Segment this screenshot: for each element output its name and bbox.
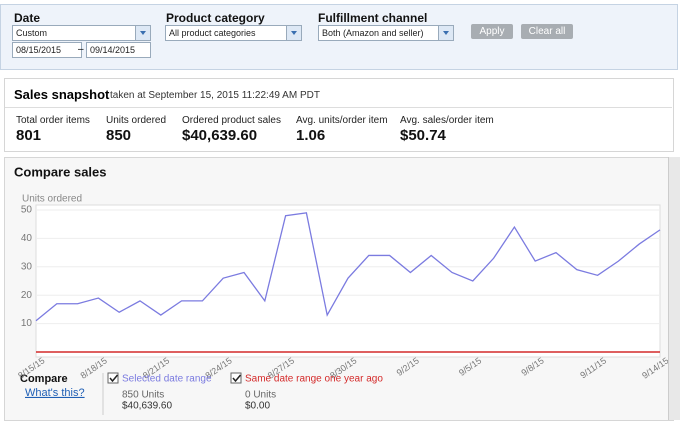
help-link[interactable]: What's this?: [25, 387, 85, 399]
x-tick-label: 9/11/15: [578, 355, 608, 380]
legend-title: Compare: [20, 373, 68, 385]
dropdown-arrow: [135, 26, 150, 40]
plot-area: [35, 204, 661, 358]
metric-label: Total order items: [16, 115, 90, 126]
legend-sales: $40,639.60: [122, 401, 172, 412]
x-tick-label: 9/14/15: [640, 355, 668, 380]
checkbox[interactable]: [230, 372, 242, 384]
x-tick-label: 9/5/15: [457, 355, 483, 378]
date-preset: Custom: [16, 28, 48, 38]
metric-value: 850: [106, 127, 132, 144]
legend-units: 0 Units: [245, 390, 276, 401]
product-category-value: All product categories: [169, 28, 256, 38]
y-tick-label: 10: [21, 318, 33, 329]
fulfillment-label: Fulfillment channel: [318, 11, 428, 25]
legend-units: 850 Units: [122, 390, 164, 401]
clear-button[interactable]: Clear all: [521, 24, 573, 39]
checkbox[interactable]: [107, 372, 119, 384]
legend-label: Selected date range: [122, 374, 212, 385]
fulfillment-value: Both (Amazon and seller): [322, 28, 424, 38]
fulfillment-select[interactable]: Both (Amazon and seller): [318, 25, 454, 41]
metric-label: Avg. sales/order item: [400, 115, 494, 126]
dropdown-arrow: [286, 26, 301, 40]
product-category-select[interactable]: All product categories: [165, 25, 302, 41]
scrollbar: [668, 157, 680, 420]
x-tick-label: 8/18/15: [79, 355, 109, 380]
legend-label: Same date range one year ago: [245, 374, 383, 385]
date-to-input[interactable]: 09/14/2015: [86, 42, 151, 58]
date-separator: –: [78, 44, 84, 55]
y-tick-label: 40: [21, 233, 33, 244]
apply-button[interactable]: Apply: [471, 24, 513, 39]
date-from-input[interactable]: 08/15/2015: [12, 42, 82, 58]
metric-value: 801: [16, 127, 42, 144]
metric-label: Units ordered: [106, 115, 167, 126]
y-tick-label: 30: [21, 261, 33, 272]
metric-label: Ordered product sales: [182, 115, 281, 126]
y-axis-label: Units ordered: [22, 194, 82, 205]
x-tick-label: 9/2/15: [395, 355, 421, 378]
chart: Compare sales Units ordered Compare What…: [14, 164, 668, 415]
date-label: Date: [14, 11, 41, 25]
divider: [5, 107, 672, 108]
dropdown-arrow: [438, 26, 453, 40]
y-tick-label: 20: [21, 290, 33, 301]
y-tick-label: 50: [21, 205, 33, 216]
snapshot-timestamp: taken at September 15, 2015 11:22:49 AM …: [110, 90, 320, 101]
metric-label: Avg. units/order item: [296, 115, 388, 126]
metric-value: $50.74: [400, 127, 446, 144]
metric-value: $40,639.60: [182, 127, 258, 144]
x-tick-label: 9/8/15: [519, 355, 545, 378]
snapshot-panel: [4, 78, 674, 152]
snapshot-title: Sales snapshot: [14, 87, 110, 102]
product-category-label: Product category: [166, 11, 265, 25]
chart-title: Compare sales: [14, 164, 107, 179]
date-preset-select[interactable]: Custom: [12, 25, 151, 41]
legend-sales: $0.00: [245, 401, 270, 412]
metric-value: 1.06: [296, 127, 326, 144]
series-line: [35, 212, 661, 322]
